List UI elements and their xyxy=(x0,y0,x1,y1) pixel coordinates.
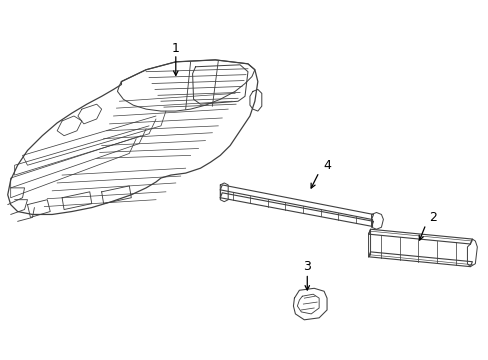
Text: 3: 3 xyxy=(303,260,310,273)
Text: 2: 2 xyxy=(428,211,436,224)
Text: 1: 1 xyxy=(171,41,180,55)
Text: 4: 4 xyxy=(323,159,330,172)
